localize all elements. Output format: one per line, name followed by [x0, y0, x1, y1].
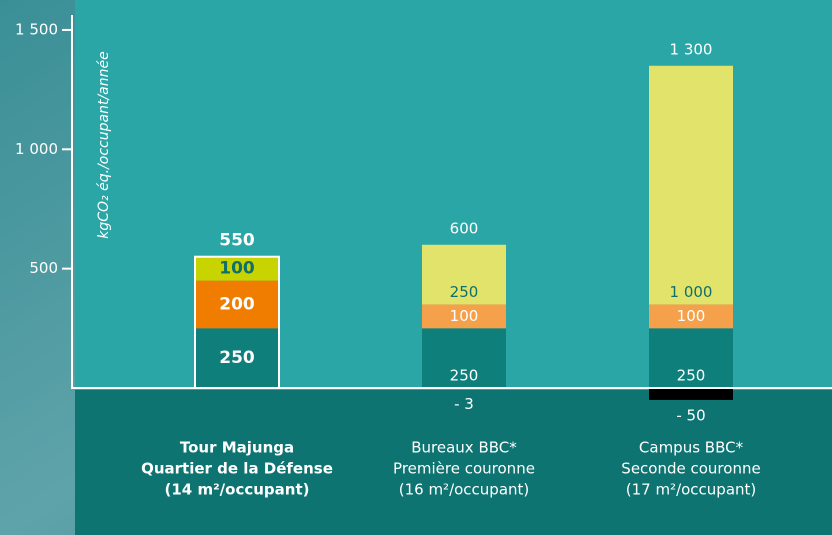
data-label: - 50	[676, 406, 705, 424]
label-band	[75, 390, 832, 535]
data-label: 100	[219, 259, 255, 279]
category-label: Bureaux BBC*	[411, 439, 517, 457]
data-label: - 3	[454, 395, 474, 413]
category-label: Campus BBC*	[639, 439, 744, 457]
total-label: 1 300	[670, 40, 713, 58]
total-label: 600	[450, 219, 479, 237]
bar-segment	[422, 304, 506, 329]
total-label: 550	[219, 231, 255, 251]
bar-segment	[422, 244, 506, 305]
category-label: Seconde couronne	[621, 460, 760, 478]
bar-segment	[195, 328, 279, 388]
data-label: 200	[219, 294, 255, 314]
y-tick-label: 500	[29, 259, 58, 277]
bar-segment	[649, 328, 733, 388]
category-label: (14 m²/occupant)	[165, 481, 310, 499]
bar-segment	[422, 328, 506, 388]
bar-segment	[649, 65, 733, 305]
data-label: 100	[450, 307, 479, 325]
data-label: 250	[219, 348, 255, 368]
bar-segment	[649, 388, 733, 400]
category-label: (16 m²/occupant)	[399, 481, 530, 499]
category-label: (17 m²/occupant)	[626, 481, 757, 499]
category-label: Tour Majunga	[180, 439, 294, 457]
y-tick-label: 1 000	[15, 140, 58, 158]
data-label: 250	[450, 367, 479, 385]
bar-segment	[649, 304, 733, 329]
bar-segment	[195, 256, 279, 281]
y-tick-label: 1 500	[15, 20, 58, 38]
data-label: 1 000	[670, 283, 713, 301]
data-label: 250	[677, 367, 706, 385]
data-label: 250	[450, 283, 479, 301]
y-axis-label: kgCO₂ éq./occupant/année	[96, 51, 112, 238]
data-label: 100	[677, 307, 706, 325]
category-label: Première couronne	[393, 460, 535, 478]
bar-segment	[195, 280, 279, 329]
category-label: Quartier de la Défense	[141, 460, 333, 478]
